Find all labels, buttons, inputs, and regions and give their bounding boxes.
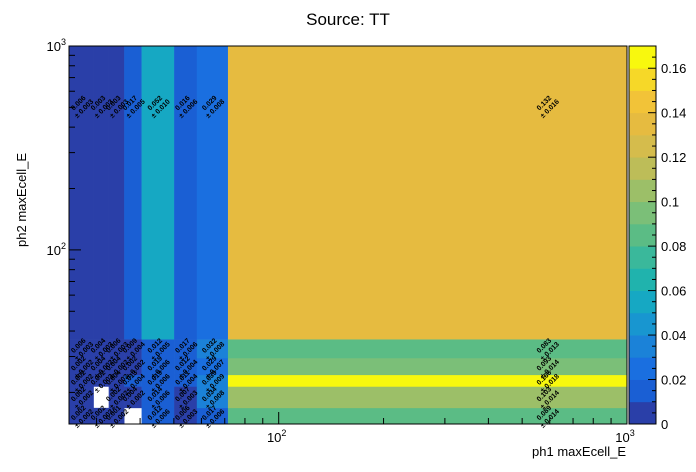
heatmap-cell	[141, 358, 175, 376]
palette-tick-label: 0.14	[661, 106, 686, 121]
palette-tick-label: 0	[661, 417, 668, 432]
heatmap-cell	[196, 386, 229, 409]
heatmap-cell	[108, 358, 125, 376]
heatmap-cell	[174, 386, 198, 409]
palette-tick-label: 0.12	[661, 150, 686, 165]
heatmap-cell	[93, 46, 109, 340]
heatmap-cell	[174, 374, 198, 387]
heatmap-cell	[69, 46, 94, 340]
palette-swatch	[629, 246, 656, 269]
chart-title: Source: TT	[306, 10, 390, 29]
heatmap-cell	[108, 339, 125, 359]
palette-swatch	[629, 90, 656, 114]
heatmap-cell	[174, 339, 198, 359]
plot-frame	[68, 45, 628, 425]
heatmap-cell	[108, 46, 125, 340]
heatmap-cell	[196, 374, 229, 387]
heatmap-cell	[227, 358, 628, 376]
x-axis-title: ph1 maxEcell_E	[532, 444, 626, 459]
heatmap-cell	[174, 407, 198, 425]
palette-swatch	[629, 312, 656, 336]
palette-tick-label: 0.16	[661, 61, 686, 76]
heatmap-cell	[141, 386, 175, 409]
palette-swatch	[629, 46, 656, 69]
heatmap-cell	[124, 358, 142, 376]
heatmap-cell	[196, 339, 229, 359]
y-tick-label: 102	[47, 241, 66, 258]
palette-swatch	[629, 335, 656, 358]
color-palette: 0 0.02 0.04 0.06 0.08 0.1 0.12 0.14 0.16	[628, 45, 686, 432]
heatmap-cell	[93, 358, 109, 376]
x-tick-label: 102	[267, 428, 286, 445]
palette-swatch	[629, 357, 656, 380]
heatmap-cell	[141, 46, 175, 340]
palette-tick-label: 0.02	[661, 373, 686, 388]
palette-tick-label: 0.1	[661, 195, 679, 210]
palette-swatch	[629, 268, 656, 291]
heatmap-cell	[69, 339, 94, 359]
y-axis-title: ph2 maxEcell_E	[14, 153, 29, 247]
heatmap-cell	[141, 407, 175, 425]
heatmap-cell	[227, 339, 628, 359]
heatmap-cell	[108, 407, 125, 425]
heatmap-cell	[124, 46, 142, 340]
heatmap-cells	[69, 46, 628, 425]
heatmap-cell	[196, 46, 229, 340]
heatmap-cell	[196, 358, 229, 376]
heatmap-cell	[69, 407, 94, 425]
heatmap-cell	[227, 46, 628, 340]
heatmap-cell	[93, 339, 109, 359]
heatmap-cell	[196, 407, 229, 425]
palette-tick-label: 0.04	[661, 328, 686, 343]
y-tick-label: 103	[47, 37, 66, 54]
palette-swatch	[629, 112, 656, 136]
palette-swatch	[629, 157, 656, 180]
heatmap-cell	[93, 407, 109, 425]
heatmap-cell	[69, 386, 94, 409]
heatmap-cell	[227, 374, 628, 387]
heatmap-cell	[93, 374, 109, 387]
heatmap-cell	[227, 386, 628, 409]
heatmap-cell	[108, 386, 125, 409]
heatmap-cell	[124, 374, 142, 387]
x-tick-label: 103	[615, 428, 634, 445]
palette-tick-label: 0.06	[661, 284, 686, 299]
palette-swatch	[629, 290, 656, 314]
palette-swatch	[629, 179, 656, 203]
palette-tick-label: 0.08	[661, 239, 686, 254]
palette-swatch	[629, 223, 656, 247]
palette-swatch	[629, 134, 656, 158]
heatmap-cell	[141, 339, 175, 359]
heatmap-cell	[108, 374, 125, 387]
heatmap-cell	[174, 46, 198, 340]
heatmap-cell	[124, 339, 142, 359]
heatmap-cell	[69, 374, 94, 387]
palette-swatch	[629, 379, 656, 403]
palette-swatch	[629, 401, 656, 425]
heatmap-cell	[141, 374, 175, 387]
heatmap-cell	[69, 358, 94, 376]
heatmap-cell	[174, 358, 198, 376]
palette-swatch	[629, 201, 656, 225]
palette-swatch	[629, 68, 656, 91]
heatmap-cell	[227, 407, 628, 425]
plot-border	[68, 45, 628, 425]
heatmap-cell	[124, 386, 142, 409]
